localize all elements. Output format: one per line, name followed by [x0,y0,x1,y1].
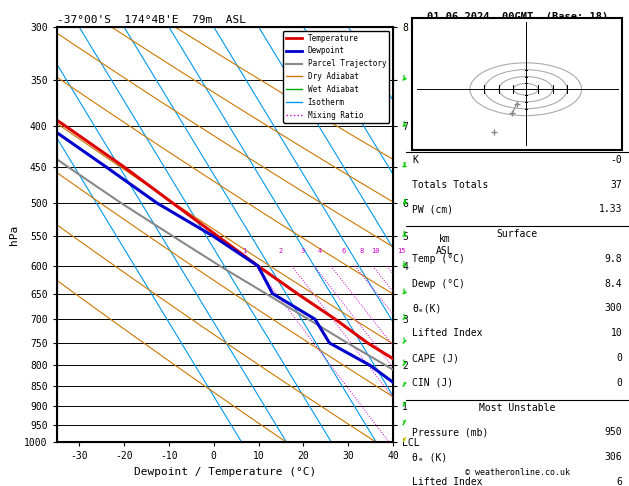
Text: 8.4: 8.4 [604,279,622,289]
Text: 6: 6 [342,248,345,254]
Text: 300: 300 [604,303,622,313]
Text: 3: 3 [301,248,305,254]
Text: Pressure (mb): Pressure (mb) [413,427,489,437]
Text: 2: 2 [279,248,283,254]
Text: 0: 0 [616,378,622,388]
Text: Temp (°C): Temp (°C) [413,254,465,264]
Text: Lifted Index: Lifted Index [413,328,483,338]
Text: 37: 37 [611,180,622,190]
Text: Dewp (°C): Dewp (°C) [413,279,465,289]
Text: CAPE (J): CAPE (J) [413,353,459,363]
Text: 10: 10 [371,248,379,254]
Legend: Temperature, Dewpoint, Parcel Trajectory, Dry Adiabat, Wet Adiabat, Isotherm, Mi: Temperature, Dewpoint, Parcel Trajectory… [283,31,389,122]
Text: 10: 10 [611,328,622,338]
Text: 6: 6 [616,477,622,486]
Text: -37°00'S  174°4B'E  79m  ASL: -37°00'S 174°4B'E 79m ASL [57,15,245,25]
Y-axis label: km
ASL: km ASL [436,235,454,256]
Text: CIN (J): CIN (J) [413,378,454,388]
Text: 306: 306 [604,452,622,462]
Text: θₑ (K): θₑ (K) [413,452,448,462]
Text: © weatheronline.co.uk: © weatheronline.co.uk [465,469,570,477]
Text: 1.33: 1.33 [599,205,622,214]
Text: Most Unstable: Most Unstable [479,402,555,413]
Text: 9.8: 9.8 [604,254,622,264]
Text: 15: 15 [398,248,406,254]
Text: 01.06.2024  00GMT  (Base: 18): 01.06.2024 00GMT (Base: 18) [426,12,608,22]
Text: -0: -0 [611,155,622,165]
Text: Surface: Surface [497,229,538,239]
Text: 4: 4 [317,248,321,254]
Text: 0: 0 [616,353,622,363]
Text: 950: 950 [604,427,622,437]
Text: 1: 1 [242,248,247,254]
Text: kt: kt [419,25,430,34]
Y-axis label: hPa: hPa [9,225,18,244]
Text: 8: 8 [359,248,364,254]
X-axis label: Dewpoint / Temperature (°C): Dewpoint / Temperature (°C) [134,467,316,477]
Text: Totals Totals: Totals Totals [413,180,489,190]
Text: Lifted Index: Lifted Index [413,477,483,486]
Bar [413,17,622,150]
Text: PW (cm): PW (cm) [413,205,454,214]
Text: θₑ(K): θₑ(K) [413,303,442,313]
Text: K: K [413,155,418,165]
